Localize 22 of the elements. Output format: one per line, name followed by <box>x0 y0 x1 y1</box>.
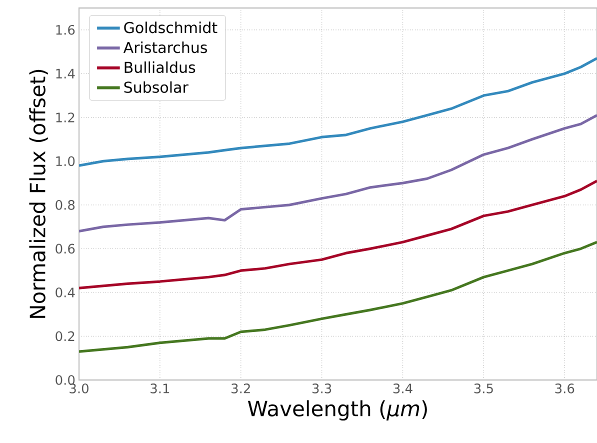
y-tick-label: 0.8 <box>56 200 75 210</box>
legend-label: Aristarchus <box>123 42 208 54</box>
legend-label: Goldschmidt <box>124 22 218 34</box>
x-tick-label: 3.5 <box>474 384 493 394</box>
x-tick-label: 3.3 <box>312 384 332 394</box>
y-tick-label: 0.4 <box>56 288 75 298</box>
legend-label: Bullialdus <box>124 61 196 74</box>
y-tick-label: 1.0 <box>56 156 75 166</box>
x-axis-title: Wavelength (μm) <box>248 400 427 421</box>
y-tick-label: 0.0 <box>56 375 75 385</box>
x-tick-label: 3.2 <box>232 384 250 394</box>
y-axis-title: Normalized Flux (offset) <box>29 70 48 318</box>
y-tick-label: 1.2 <box>56 112 74 122</box>
y-tick-label: 1.6 <box>56 24 75 35</box>
x-tick-label: 3.1 <box>150 384 170 394</box>
x-tick-label: 3.6 <box>555 384 574 394</box>
y-tick-label: 0.6 <box>56 244 75 254</box>
y-tick-label: 0.2 <box>56 331 74 342</box>
x-tick-label: 3.0 <box>70 384 88 394</box>
y-tick-label: 1.4 <box>56 68 75 78</box>
x-tick-label: 3.4 <box>393 384 412 394</box>
legend-label: Subsolar <box>124 81 188 93</box>
